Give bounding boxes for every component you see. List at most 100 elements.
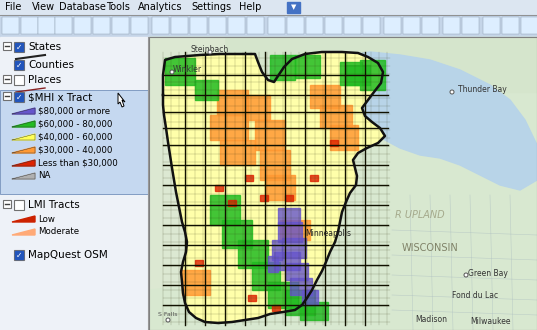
Text: Analytics: Analytics — [138, 3, 183, 13]
Circle shape — [464, 273, 468, 277]
Circle shape — [166, 318, 170, 322]
Bar — [228, 200, 236, 206]
Bar — [0, 90, 148, 194]
Polygon shape — [320, 105, 352, 128]
Bar — [14, 42, 24, 52]
Text: Milwaukee: Milwaukee — [470, 317, 511, 326]
Bar — [0, 0, 537, 15]
Text: Minneapolis: Minneapolis — [305, 228, 351, 238]
Polygon shape — [165, 58, 195, 85]
Bar — [483, 17, 500, 34]
Bar — [55, 17, 72, 34]
Bar — [149, 37, 224, 330]
Bar — [285, 195, 293, 201]
Polygon shape — [12, 173, 35, 179]
Bar — [171, 17, 188, 34]
Bar — [248, 295, 256, 301]
Bar — [14, 200, 24, 210]
Polygon shape — [330, 125, 358, 150]
Text: Places: Places — [28, 75, 61, 85]
Polygon shape — [274, 252, 300, 270]
Text: S Falls: S Falls — [158, 313, 178, 317]
Bar — [15, 93, 23, 101]
Text: ✓: ✓ — [16, 93, 22, 102]
Bar — [15, 61, 23, 69]
Text: Fond du Lac: Fond du Lac — [452, 291, 498, 301]
Bar — [247, 17, 264, 34]
Bar — [0, 15, 537, 37]
Bar — [287, 17, 304, 34]
Polygon shape — [118, 93, 125, 107]
Polygon shape — [163, 52, 385, 323]
Polygon shape — [220, 140, 255, 165]
Bar — [330, 140, 338, 146]
Bar — [93, 17, 110, 34]
Text: Help: Help — [238, 3, 261, 13]
Bar — [190, 17, 207, 34]
Bar — [209, 17, 226, 34]
Text: ▼: ▼ — [291, 5, 296, 11]
Bar — [521, 17, 537, 34]
Polygon shape — [149, 37, 537, 330]
Bar — [462, 17, 479, 34]
Polygon shape — [300, 302, 328, 320]
Bar — [152, 17, 169, 34]
Bar — [74, 17, 91, 34]
Bar — [3, 42, 11, 50]
Bar — [3, 92, 11, 100]
Bar — [21, 17, 38, 34]
Text: MapQuest OSM: MapQuest OSM — [28, 250, 108, 260]
Bar — [3, 200, 11, 208]
Text: States: States — [28, 42, 61, 52]
Polygon shape — [12, 229, 35, 235]
Bar — [15, 251, 23, 259]
Circle shape — [208, 50, 212, 54]
Bar — [403, 17, 420, 34]
Bar — [287, 2, 300, 13]
Polygon shape — [270, 55, 295, 80]
Circle shape — [450, 90, 454, 94]
Bar — [268, 17, 285, 34]
Text: $80,000 or more: $80,000 or more — [38, 107, 110, 116]
Polygon shape — [260, 150, 290, 180]
Polygon shape — [338, 52, 537, 190]
Bar — [131, 17, 148, 34]
Bar — [38, 17, 55, 34]
Text: NA: NA — [38, 172, 50, 181]
Bar — [260, 195, 268, 201]
Text: Settings: Settings — [191, 3, 231, 13]
Bar — [422, 17, 439, 34]
Bar — [443, 17, 460, 34]
Text: Tools: Tools — [106, 3, 130, 13]
Text: Low: Low — [38, 214, 55, 223]
Text: Madison: Madison — [415, 315, 447, 324]
Text: ✓: ✓ — [16, 251, 22, 260]
Polygon shape — [149, 180, 537, 330]
Polygon shape — [290, 278, 312, 295]
Text: Green Bay: Green Bay — [468, 269, 508, 278]
Polygon shape — [302, 290, 318, 305]
Bar — [245, 175, 253, 181]
Bar — [344, 17, 361, 34]
Polygon shape — [360, 60, 385, 90]
Bar — [149, 37, 537, 330]
Bar — [384, 17, 401, 34]
Text: Thunder Bay: Thunder Bay — [458, 85, 507, 94]
Polygon shape — [195, 80, 218, 100]
Polygon shape — [12, 160, 35, 166]
Bar — [3, 75, 11, 83]
Polygon shape — [210, 195, 240, 225]
Polygon shape — [12, 216, 35, 222]
Polygon shape — [245, 95, 270, 120]
Text: R UPLAND: R UPLAND — [395, 210, 445, 220]
Text: File: File — [5, 3, 21, 13]
Polygon shape — [310, 85, 340, 108]
Text: Counties: Counties — [28, 60, 74, 70]
Text: $40,000 - 60,000: $40,000 - 60,000 — [38, 133, 112, 142]
Polygon shape — [12, 134, 35, 140]
Polygon shape — [252, 262, 280, 290]
Bar — [215, 185, 223, 191]
Polygon shape — [182, 270, 210, 295]
Polygon shape — [280, 220, 310, 240]
Text: WISCONSIN: WISCONSIN — [402, 243, 459, 253]
